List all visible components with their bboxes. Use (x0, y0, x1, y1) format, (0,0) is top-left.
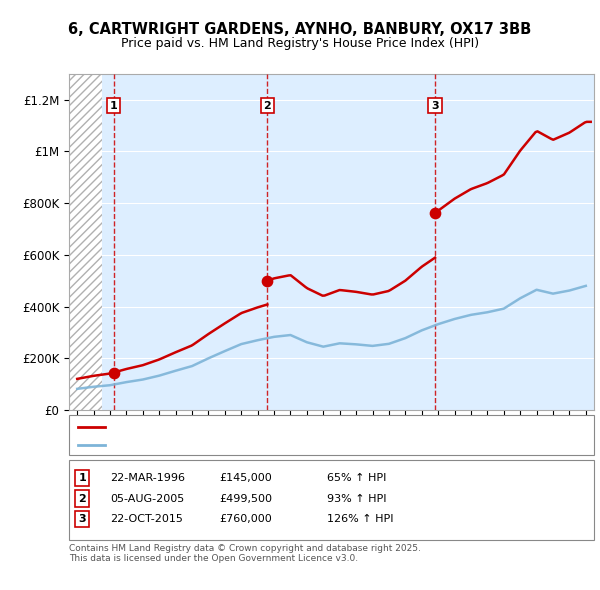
Text: 1: 1 (79, 473, 86, 483)
Bar (69, 74, 102, 410)
Text: 65% ↑ HPI: 65% ↑ HPI (327, 473, 386, 483)
Text: Price paid vs. HM Land Registry's House Price Index (HPI): Price paid vs. HM Land Registry's House … (121, 37, 479, 50)
Text: £145,000: £145,000 (219, 473, 272, 483)
Text: £760,000: £760,000 (219, 514, 272, 524)
Text: 2: 2 (263, 101, 271, 111)
Text: 22-OCT-2015: 22-OCT-2015 (110, 514, 182, 524)
Point (109, 368, 118, 377)
Text: 93% ↑ HPI: 93% ↑ HPI (327, 494, 386, 503)
Text: 3: 3 (431, 101, 439, 111)
Text: £499,500: £499,500 (219, 494, 272, 503)
Text: 2: 2 (79, 494, 86, 503)
Text: 6, CARTWRIGHT GARDENS, AYNHO, BANBURY, OX17 3BB: 6, CARTWRIGHT GARDENS, AYNHO, BANBURY, O… (68, 22, 532, 37)
Point (263, 276, 272, 286)
Point (430, 209, 440, 218)
Text: 1: 1 (110, 101, 118, 111)
Text: Contains HM Land Registry data © Crown copyright and database right 2025.
This d: Contains HM Land Registry data © Crown c… (69, 544, 421, 563)
Text: 6, CARTWRIGHT GARDENS, AYNHO, BANBURY, OX17 3BB (detached house): 6, CARTWRIGHT GARDENS, AYNHO, BANBURY, O… (108, 422, 498, 431)
Text: 22-MAR-1996: 22-MAR-1996 (110, 473, 185, 483)
Bar (69, 74, 102, 410)
Text: 3: 3 (79, 514, 86, 524)
Text: 05-AUG-2005: 05-AUG-2005 (110, 494, 184, 503)
Text: 126% ↑ HPI: 126% ↑ HPI (327, 514, 394, 524)
Text: HPI: Average price, detached house, West Northamptonshire: HPI: Average price, detached house, West… (108, 440, 425, 450)
